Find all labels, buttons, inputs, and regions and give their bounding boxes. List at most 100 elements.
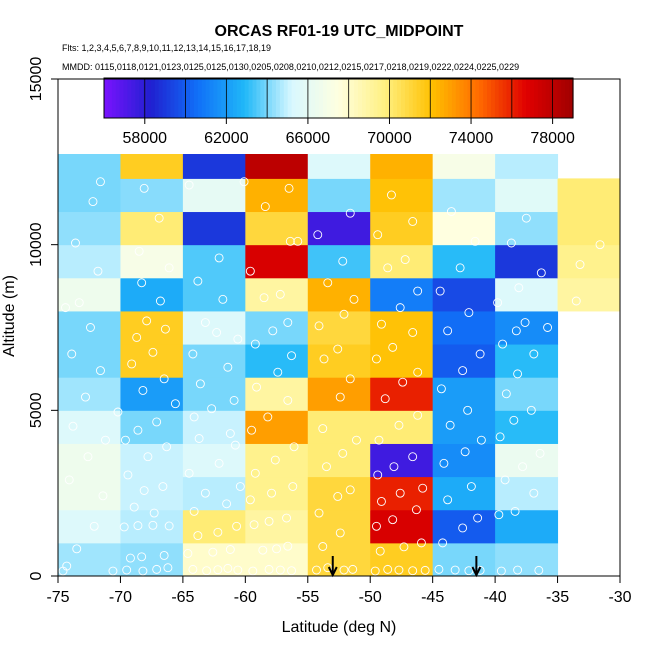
sample-point	[268, 326, 278, 336]
colorbar-segment	[123, 78, 129, 118]
colorbar-segment	[119, 78, 125, 118]
sample-point	[543, 323, 553, 332]
sample-point	[68, 421, 78, 431]
sample-point	[229, 395, 239, 405]
heatmap-cell	[120, 410, 184, 444]
colorbar-segment	[135, 78, 140, 118]
sample-point	[349, 294, 359, 304]
colorbar-segment	[557, 78, 562, 118]
sample-point	[264, 516, 274, 526]
heatmap-cell	[495, 542, 559, 576]
sample-point	[233, 565, 243, 575]
sample-point	[399, 542, 409, 552]
colorbar-segment	[162, 78, 168, 118]
colorbar-segment	[111, 78, 117, 118]
sample-point	[418, 483, 428, 493]
sample-point	[83, 452, 93, 462]
sample-point	[89, 521, 99, 531]
sample-point	[521, 213, 531, 223]
lat-markers	[327, 556, 482, 578]
sample-point	[160, 324, 170, 334]
down-arrow-marker	[327, 556, 338, 578]
sample-point	[127, 359, 137, 369]
sample-point	[225, 545, 235, 554]
sample-point	[74, 298, 84, 308]
sample-point	[374, 435, 384, 445]
sample-point	[72, 544, 82, 554]
colorbar-segment	[502, 78, 508, 118]
sample-point	[275, 289, 285, 299]
heatmap-cell	[58, 244, 121, 279]
colorbar-segment	[131, 78, 136, 118]
sample-point	[122, 565, 132, 575]
sample-point	[338, 448, 348, 458]
heatmap-cell	[557, 244, 620, 279]
sample-point	[213, 565, 223, 575]
x-axis: -75 -70 -65 -60 -55 -50 -45 -40 -35 -30	[46, 576, 632, 606]
colorbar-segment	[479, 78, 484, 118]
sample-point	[289, 442, 299, 452]
sample-point	[264, 564, 274, 574]
sample-point	[159, 551, 169, 560]
sample-point	[212, 328, 222, 337]
sample-point	[137, 552, 147, 562]
colorbar-segment	[307, 78, 312, 118]
heatmap-cell	[432, 178, 496, 213]
sample-point	[249, 520, 259, 530]
heatmap-cell	[245, 244, 309, 279]
sample-point	[263, 412, 273, 422]
sample-point	[133, 521, 143, 531]
sample-point	[189, 506, 199, 516]
heatmap-cell	[307, 310, 371, 345]
down-arrow-marker	[471, 556, 482, 578]
sample-point	[86, 323, 95, 332]
sample-point	[120, 435, 130, 445]
colorbar-segment	[467, 78, 472, 118]
sample-point	[322, 462, 331, 472]
colorbar-segment	[541, 78, 547, 118]
sample-point	[230, 440, 240, 450]
sample-point	[470, 236, 480, 246]
chart-subtitle-flights: Flts: 1,2,3,4,5,6,7,8,9,10,11,12,13,14,1…	[62, 43, 271, 53]
colorbar-segment	[455, 78, 461, 118]
sample-point	[445, 420, 455, 430]
sample-point	[333, 344, 343, 354]
sample-point	[513, 369, 523, 379]
sample-point	[377, 497, 386, 506]
x-tick-label: -50	[359, 589, 382, 606]
heatmap-cell	[495, 277, 559, 312]
sample-point	[283, 395, 293, 405]
sample-point	[435, 286, 445, 296]
sample-point	[535, 448, 545, 458]
y-axis-label: Altitude (m)	[1, 275, 18, 357]
heatmap-cell	[182, 211, 246, 246]
sample-point	[142, 316, 152, 326]
colorbar-segment	[412, 78, 418, 118]
heatmap-cell	[495, 244, 559, 279]
heatmap-cell	[120, 211, 184, 246]
sample-point	[248, 566, 258, 576]
sample-point	[200, 488, 210, 498]
sample-point	[247, 425, 257, 435]
colorbar-segment	[178, 78, 183, 118]
sample-point	[455, 263, 465, 273]
x-axis-label: Latitude (deg N)	[282, 619, 397, 636]
x-tick-label: -45	[421, 589, 444, 606]
sample-point	[287, 566, 296, 576]
sample-point	[260, 202, 270, 212]
colorbar-segment	[283, 78, 289, 118]
sample-point	[245, 266, 255, 276]
colorbar-segment	[408, 78, 414, 118]
heatmap-cell	[432, 211, 496, 246]
heatmap-cell	[432, 509, 496, 544]
sample-point	[239, 177, 249, 187]
colorbar-segment	[287, 78, 293, 118]
colorbar-segment	[338, 78, 344, 118]
heatmap-cell	[120, 476, 184, 511]
colorbar-segment	[139, 78, 144, 118]
heatmap-cell	[58, 310, 121, 345]
sample-point	[380, 394, 390, 404]
colorbar-segment	[377, 78, 383, 118]
sample-point	[511, 326, 521, 336]
heatmap-cell	[58, 476, 121, 511]
